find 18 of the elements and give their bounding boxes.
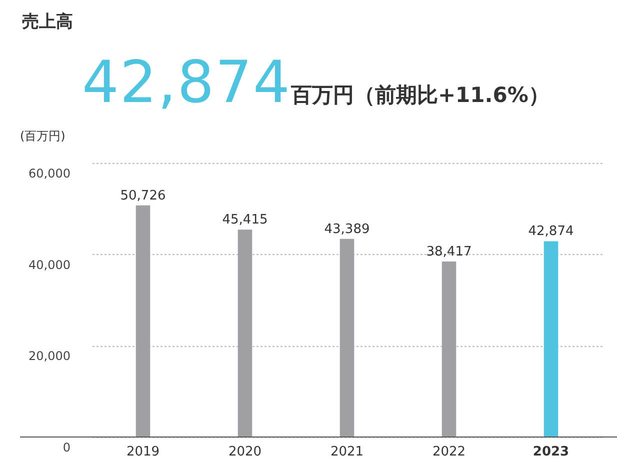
chart-title: 売上高	[22, 11, 73, 33]
x-tick-label: 2020	[228, 444, 262, 460]
x-tick-label: 2021	[330, 444, 364, 460]
data-label: 42,874	[528, 224, 574, 240]
data-label: 50,726	[120, 188, 166, 204]
text: 42,874	[82, 48, 291, 116]
y-axis-title: (百万円)	[20, 128, 66, 145]
y-tick-label: 20,000	[28, 349, 70, 364]
x-tick-label: 2019	[126, 444, 160, 460]
x-tick-label: 2022	[432, 444, 466, 460]
text: 百万円（前期比+11.6%）	[290, 83, 550, 107]
data-label: 45,415	[222, 212, 268, 228]
data-label: 43,389	[324, 222, 370, 237]
y-tick-label: 60,000	[28, 166, 70, 180]
x-tick-label: 2023	[532, 444, 570, 460]
y-tick-label: 40,000	[28, 258, 70, 272]
data-label: 38,417	[426, 244, 472, 260]
y-tick-label: 0	[62, 440, 70, 454]
